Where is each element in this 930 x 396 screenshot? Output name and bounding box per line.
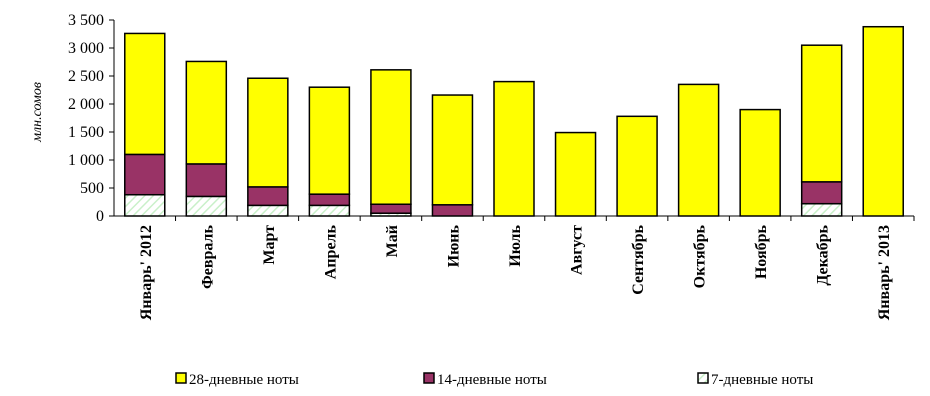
bar-segment <box>247 186 289 207</box>
bar-segment <box>247 204 289 217</box>
legend-label: 28-дневные ноты <box>189 372 299 388</box>
bar-segment <box>677 83 720 217</box>
x-tick-label: Март <box>261 225 278 265</box>
y-axis-label: млн.сомов <box>30 82 45 143</box>
legend-label: 7-дневные ноты <box>711 372 813 388</box>
y-tick-label: 500 <box>80 180 104 197</box>
x-tick-label: Январь' 2012 <box>138 225 155 320</box>
bar-segment <box>862 25 904 217</box>
legend-label: 14-дневные ноты <box>437 372 547 388</box>
x-tick-label: Ноябрь <box>753 224 770 279</box>
legend: 28-дневные ноты 14-дневные ноты 7-дневные … <box>175 372 813 388</box>
bar-segment <box>739 108 781 217</box>
bar-segment <box>370 69 412 205</box>
bar-segment <box>308 86 351 195</box>
bar-segment <box>493 80 535 217</box>
bar-segment <box>431 94 474 206</box>
x-tick-label: Июнь <box>445 224 462 267</box>
legend-swatch <box>697 372 709 384</box>
bar-segment <box>800 44 843 183</box>
bar-segment <box>370 203 412 214</box>
y-tick-label: 3 000 <box>68 40 104 57</box>
y-tick-label: 2 000 <box>68 96 104 113</box>
x-tick-label: Сентябрь <box>630 224 647 294</box>
x-tick-label: Август <box>569 225 586 275</box>
x-tick-label: Февраль <box>199 224 216 289</box>
bar-segment <box>308 204 351 217</box>
x-tick-label: Январь' 2013 <box>876 225 893 320</box>
bar-segment <box>554 131 597 217</box>
x-tick-label: Апрель <box>322 224 339 279</box>
y-axis-ticks: 0 500 1 000 1 500 2 000 2 500 3 000 3 500 <box>68 12 114 225</box>
bars-layer <box>124 25 904 217</box>
x-tick-label: Октябрь <box>692 224 709 288</box>
x-tick-label: Июль <box>507 224 524 266</box>
bar-segment <box>308 193 351 207</box>
y-tick-label: 1 500 <box>68 124 104 141</box>
bar-segment <box>185 195 228 217</box>
x-tick-label: Декабрь <box>815 224 832 285</box>
bar-segment <box>247 77 289 188</box>
y-tick-label: 1 000 <box>68 152 104 169</box>
bar-segment <box>800 202 843 217</box>
y-tick-label: 2 500 <box>68 68 104 85</box>
bar-segment <box>185 163 228 198</box>
legend-swatch <box>175 372 187 384</box>
y-tick-label: 3 500 <box>68 12 104 29</box>
bar-segment <box>124 193 166 217</box>
bar-segment <box>124 32 166 156</box>
x-axis-ticks: Январь' 2012 Февраль Март Апрель Май Июнь Июль… <box>138 216 915 320</box>
bar-segment <box>124 153 166 196</box>
bar-segment <box>185 60 228 165</box>
bar-segment <box>800 181 843 205</box>
bar-segment <box>431 204 474 217</box>
legend-swatch <box>423 372 435 384</box>
y-tick-label: 0 <box>96 208 104 225</box>
x-tick-label: Май <box>384 225 401 257</box>
bar-segment <box>616 115 658 217</box>
